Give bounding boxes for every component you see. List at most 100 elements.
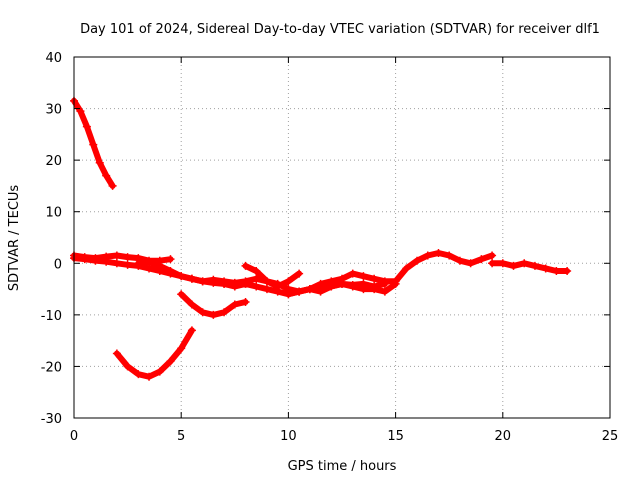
data-point-arc-4	[177, 272, 186, 281]
y-axis-label: SDTVAR / TECUs	[7, 185, 22, 292]
data-point-arc-1	[82, 122, 91, 131]
data-point-arc-10	[155, 367, 164, 376]
data-point-arc-4	[155, 261, 164, 270]
data-point-arc-8	[434, 248, 443, 257]
data-point-arc-8	[305, 285, 314, 294]
plot-frame	[73, 56, 611, 419]
data-point-arc-8	[466, 259, 475, 268]
data-point-arc-6	[230, 282, 239, 291]
data-point-arc-6	[220, 279, 229, 288]
x-tick-label: 20	[495, 429, 512, 444]
data-point-arc-4	[187, 274, 196, 283]
data-point-arc-3	[123, 260, 132, 269]
x-tick-label: 0	[70, 429, 78, 444]
data-point-arc-2	[123, 253, 132, 262]
data-point-arc-4	[134, 259, 143, 268]
data-point-arc-10	[134, 370, 143, 379]
x-tick-label: 10	[280, 429, 297, 444]
data-point-arc-9	[530, 261, 539, 270]
y-tick-label: 40	[45, 51, 62, 66]
y-tick-label: 10	[45, 206, 62, 221]
data-point-arc-4	[198, 277, 207, 286]
data-point-arc-8	[338, 274, 346, 283]
data-point-arc-1	[89, 140, 98, 149]
data-point-arc-8	[391, 277, 400, 286]
data-point-arc-4	[209, 275, 218, 284]
data-point-arc-6	[252, 282, 261, 291]
y-tick-label: -10	[41, 309, 62, 324]
data-point-arc-10	[187, 326, 196, 335]
data-point-arc-8	[402, 264, 411, 273]
y-tick-labels: -30 -20 -10 0 10 20 30 40	[41, 51, 62, 427]
data-point-arc-9	[498, 259, 507, 268]
data-point-arc-6	[241, 279, 250, 288]
x-tick-labels: 0 5 10 15 20 25	[70, 429, 618, 444]
x-axis-label: GPS time / hours	[288, 459, 397, 474]
series-group	[70, 96, 572, 381]
data-point-arc-8	[455, 256, 464, 265]
data-point-arc-5	[241, 297, 250, 306]
data-point-arc-8	[327, 277, 336, 286]
data-point-arc-5	[230, 300, 239, 309]
chart-title: Day 101 of 2024, Sidereal Day-to-day VTE…	[80, 22, 600, 37]
data-point-arc-9	[520, 259, 529, 268]
data-point-arc-8	[488, 251, 497, 260]
data-point-arc-10	[177, 344, 186, 353]
data-point-arc-3	[91, 256, 100, 265]
data-point-arc-10	[166, 357, 175, 366]
data-point-arc-4	[145, 258, 154, 267]
data-point-arc-9	[509, 261, 518, 270]
data-point-arc-8	[370, 274, 379, 283]
data-point-arc-1	[108, 181, 117, 190]
y-tick-label: 20	[45, 154, 62, 169]
data-point-arc-5	[209, 310, 218, 319]
data-point-arc-2	[166, 255, 175, 264]
data-point-arc-6	[359, 285, 368, 294]
data-point-arc-1	[102, 171, 111, 180]
data-point-arc-8	[348, 269, 357, 278]
x-tick-label: 15	[387, 429, 404, 444]
data-point-arc-9	[488, 259, 497, 268]
data-point-arc-7	[252, 267, 261, 276]
y-tick-label: 30	[45, 103, 62, 118]
data-point-arc-10	[123, 362, 132, 371]
y-tick-label: -20	[41, 360, 62, 375]
data-point-arc-7	[273, 282, 282, 291]
y-tick-label: 0	[54, 257, 62, 272]
x-tick-label: 25	[602, 429, 619, 444]
series-arc-10-band	[113, 327, 195, 380]
x-tick-label: 5	[177, 429, 185, 444]
data-point-arc-8	[295, 287, 304, 296]
data-point-arc-7	[262, 277, 271, 286]
data-point-arc-7	[284, 277, 293, 286]
data-point-arc-9	[563, 267, 572, 276]
data-point-arc-9	[541, 264, 550, 273]
data-point-arc-8	[413, 256, 422, 265]
data-point-arc-4	[252, 274, 261, 283]
data-point-arc-7	[241, 261, 250, 270]
data-point-arc-10	[112, 349, 121, 358]
data-point-arc-5	[187, 300, 196, 309]
data-point-arc-3	[102, 257, 111, 266]
gridlines	[74, 57, 610, 418]
series-arc-7-band	[242, 262, 303, 290]
data-point-arc-9	[552, 267, 561, 276]
data-point-arc-4	[166, 267, 175, 276]
data-point-arc-6	[370, 285, 379, 294]
data-point-arc-10	[145, 372, 154, 381]
data-point-arc-8	[445, 251, 454, 260]
data-point-arc-8	[477, 255, 486, 264]
data-point-arc-6	[380, 287, 389, 296]
data-point-arc-2	[112, 251, 121, 260]
data-point-arc-5	[177, 290, 186, 299]
data-point-arc-5	[220, 308, 229, 317]
data-point-arc-3	[112, 259, 121, 268]
data-point-arc-7	[295, 269, 304, 278]
data-point-arc-6	[348, 282, 357, 291]
data-point-arc-8	[359, 272, 368, 281]
data-point-arc-8	[380, 277, 389, 286]
data-point-arc-1	[95, 158, 104, 167]
data-point-arc-5	[198, 308, 207, 317]
data-point-arc-8	[284, 290, 293, 299]
